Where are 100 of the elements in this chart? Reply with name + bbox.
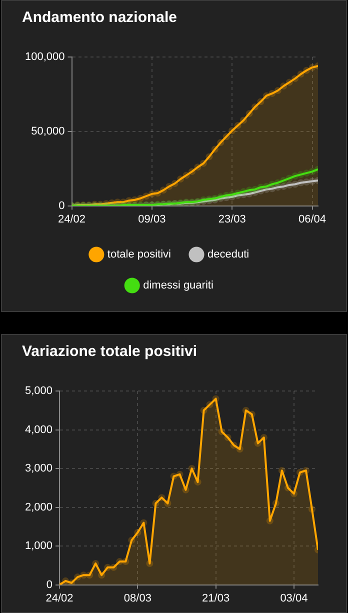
point — [303, 66, 310, 74]
point — [217, 139, 224, 146]
point — [128, 536, 136, 544]
point — [110, 564, 118, 571]
point — [274, 86, 282, 94]
legend-label: totale positivi — [107, 248, 172, 261]
point — [188, 465, 196, 472]
x-tick-label: 24/02 — [58, 213, 86, 226]
point — [297, 70, 304, 78]
point — [194, 478, 202, 486]
y-tick-label: 50,000 — [31, 125, 65, 138]
point — [116, 558, 124, 566]
point — [218, 428, 226, 436]
point — [252, 186, 259, 193]
point — [286, 174, 293, 182]
point — [188, 168, 196, 176]
point — [62, 577, 70, 584]
point — [146, 560, 154, 567]
point — [286, 78, 293, 86]
point — [302, 466, 310, 474]
point — [286, 181, 293, 188]
x-tick-label: 06/04 — [298, 213, 326, 226]
y-tick-label: 1,000 — [24, 540, 53, 552]
point — [92, 560, 100, 567]
point — [166, 182, 173, 190]
point — [182, 172, 190, 179]
point — [104, 564, 112, 571]
x-tick-label: 23/03 — [218, 213, 246, 226]
point — [140, 519, 148, 526]
y-tick-label: 2,000 — [24, 501, 53, 514]
point — [206, 153, 213, 160]
point — [292, 75, 299, 82]
point — [86, 572, 94, 579]
point — [212, 395, 220, 402]
point — [290, 490, 298, 498]
point — [164, 500, 172, 507]
point — [136, 194, 144, 202]
point — [248, 410, 256, 418]
point — [158, 494, 166, 502]
point — [242, 406, 250, 414]
x-tick-label: 24/02 — [46, 592, 74, 604]
point — [177, 176, 184, 183]
y-tick-label: 4,000 — [24, 424, 53, 436]
point — [268, 90, 276, 97]
point — [246, 110, 253, 118]
point — [262, 92, 270, 100]
point — [154, 190, 162, 197]
point — [68, 579, 76, 585]
point — [222, 133, 230, 140]
point — [268, 180, 276, 188]
x-tick-label: 21/03 — [202, 592, 230, 604]
point — [98, 572, 106, 579]
point — [297, 171, 304, 178]
y-tick-label: 100,000 — [24, 51, 65, 64]
y-tick-label: 0 — [46, 578, 53, 591]
point — [284, 484, 292, 492]
chart-title: Variazione totale positivi — [22, 343, 198, 360]
point — [148, 190, 156, 198]
point — [206, 401, 214, 408]
point — [303, 170, 310, 177]
legend-label: deceduti — [208, 248, 250, 261]
point — [170, 472, 178, 480]
y-tick-label: 3,000 — [24, 462, 53, 475]
point — [260, 434, 268, 442]
point — [182, 486, 190, 494]
point — [274, 179, 282, 186]
point — [171, 180, 178, 187]
x-tick-label: 03/04 — [280, 592, 308, 604]
point — [234, 122, 242, 129]
point — [262, 182, 270, 190]
point — [278, 466, 286, 474]
x-tick-label: 08/03 — [124, 592, 152, 604]
point — [200, 160, 207, 167]
point — [176, 470, 184, 478]
x-tick-label: 09/03 — [138, 213, 166, 226]
point — [80, 572, 88, 579]
point — [266, 517, 274, 524]
point — [308, 506, 316, 513]
chart-title: Andamento nazionale — [22, 9, 178, 26]
point — [257, 98, 264, 106]
point — [236, 446, 244, 453]
point — [122, 558, 130, 566]
point — [228, 127, 236, 134]
point — [152, 500, 160, 507]
point — [142, 192, 150, 200]
point — [280, 82, 288, 90]
point — [308, 64, 316, 71]
point — [297, 179, 304, 186]
point — [292, 172, 299, 180]
point — [308, 168, 316, 176]
point — [303, 178, 310, 186]
legend-label: dimessi guariti — [143, 280, 214, 292]
point — [272, 500, 280, 507]
point — [134, 528, 142, 536]
point — [280, 177, 288, 184]
point — [254, 440, 262, 447]
y-tick-label: 0 — [58, 200, 65, 212]
y-tick-label: 5,000 — [24, 385, 53, 398]
point — [194, 164, 202, 171]
point — [240, 188, 248, 196]
